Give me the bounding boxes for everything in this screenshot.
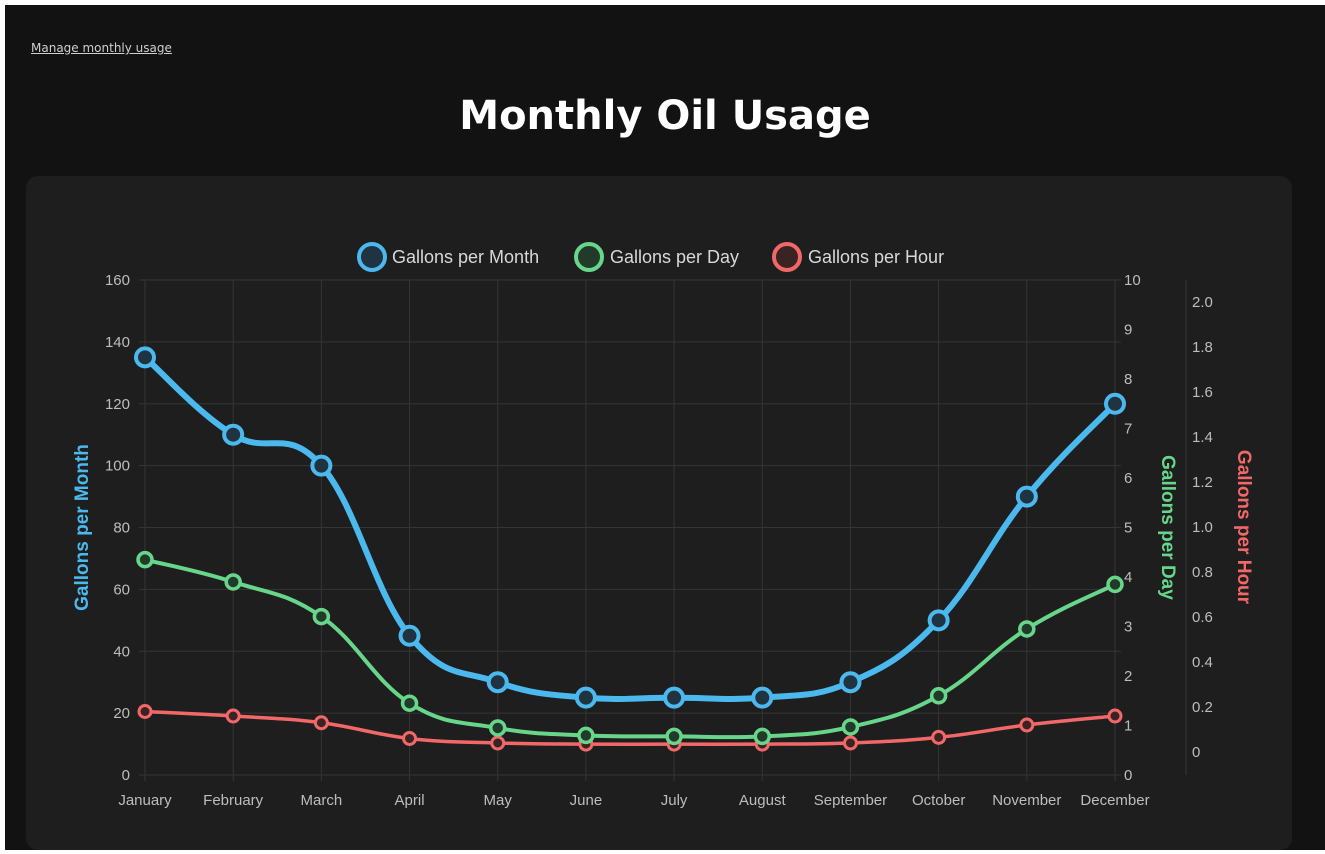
series-line xyxy=(143,709,1117,746)
x-tick-label: August xyxy=(739,792,787,809)
right2-tick-label: 1.6 xyxy=(1192,384,1213,401)
right1-tick-label: 7 xyxy=(1124,421,1132,438)
x-tick-label: July xyxy=(661,792,688,809)
right2-tick-label: 1.2 xyxy=(1192,474,1213,491)
legend-marker xyxy=(574,242,604,272)
right2-tick-label: 0.4 xyxy=(1192,654,1213,671)
data-point xyxy=(1106,575,1124,594)
chart-series xyxy=(134,346,1126,752)
data-point xyxy=(137,704,153,719)
left-tick-label: 60 xyxy=(113,581,130,598)
page-title: Monthly Oil Usage xyxy=(459,93,871,139)
x-tick-label: December xyxy=(1080,792,1149,809)
data-point xyxy=(136,550,154,569)
left-tick-label: 140 xyxy=(105,334,130,351)
data-point xyxy=(929,687,948,705)
left-tick-label: 0 xyxy=(122,767,130,784)
data-point xyxy=(402,731,418,746)
right1-tick-label: 2 xyxy=(1124,668,1132,685)
x-tick-label: March xyxy=(301,792,343,809)
data-point xyxy=(490,735,506,751)
data-point xyxy=(841,718,860,736)
data-point xyxy=(574,686,597,709)
chart-card: 0 20 40 60 80 100 120 140 160 0 1 2 3 4 5 6 7 8 9 10 0 0.2 0.4… xyxy=(26,176,1292,850)
x-tick-label: November xyxy=(992,792,1061,809)
left-tick-label: 20 xyxy=(113,705,130,722)
right1-tick-label: 9 xyxy=(1124,322,1132,339)
legend-label: Gallons per Month xyxy=(392,247,539,267)
right1-tick-label: 6 xyxy=(1124,470,1132,487)
right2-axis-title: Gallons per Hour xyxy=(1233,450,1254,605)
data-point xyxy=(310,454,333,477)
data-point xyxy=(751,686,774,709)
x-tick-label: October xyxy=(912,792,965,809)
x-tick-label: June xyxy=(570,792,603,809)
data-point xyxy=(222,423,245,446)
left-tick-label: 80 xyxy=(113,520,130,537)
data-point xyxy=(839,671,862,694)
series-line xyxy=(142,354,1118,703)
legend-marker xyxy=(772,242,802,272)
data-point xyxy=(1018,620,1036,638)
data-point xyxy=(224,573,242,591)
right1-tick-label: 5 xyxy=(1124,520,1132,537)
legend-label: Gallons per Hour xyxy=(808,247,944,267)
data-point xyxy=(398,624,421,647)
right2-tick-label: 0 xyxy=(1192,744,1200,761)
left-tick-label: 160 xyxy=(105,272,130,289)
data-point xyxy=(927,609,950,632)
right2-tick-label: 0.6 xyxy=(1192,609,1213,626)
x-tick-label: May xyxy=(484,792,513,809)
right2-tick-label: 0.2 xyxy=(1192,699,1213,716)
right2-tick-label: 0.8 xyxy=(1192,564,1213,581)
chart-axes: 02040608010012014016001234567891000.20.4… xyxy=(72,272,1254,809)
data-point xyxy=(931,729,947,745)
left-tick-label: 120 xyxy=(105,396,130,413)
x-tick-label: September xyxy=(814,792,887,809)
right2-tick-label: 1.0 xyxy=(1192,519,1213,536)
chart-grid xyxy=(139,279,1187,781)
data-point xyxy=(663,686,686,709)
right2-tick-label: 1.8 xyxy=(1192,339,1213,356)
x-tick-label: January xyxy=(118,792,172,809)
data-point xyxy=(1104,392,1126,415)
left-tick-label: 40 xyxy=(113,643,130,660)
right1-tick-label: 10 xyxy=(1124,272,1141,289)
chart-legend: Gallons per Month Gallons per Day Gallons … xyxy=(357,242,944,272)
data-point xyxy=(577,726,595,745)
left-axis-title: Gallons per Month xyxy=(72,444,93,611)
right2-tick-label: 1.4 xyxy=(1192,429,1213,446)
data-point xyxy=(134,346,156,369)
data-point xyxy=(488,719,507,737)
data-point xyxy=(753,727,772,746)
data-point xyxy=(665,727,683,746)
data-point xyxy=(400,694,419,712)
data-point xyxy=(312,607,331,626)
right1-tick-label: 3 xyxy=(1124,619,1132,636)
right1-tick-label: 4 xyxy=(1124,569,1132,586)
right1-tick-label: 1 xyxy=(1124,718,1132,735)
data-point xyxy=(313,715,329,731)
x-tick-label: February xyxy=(203,792,264,809)
right1-tick-label: 8 xyxy=(1124,371,1132,388)
data-point xyxy=(842,735,858,751)
data-point xyxy=(1107,708,1123,724)
data-point xyxy=(1015,485,1038,508)
right1-tick-label: 0 xyxy=(1124,767,1132,784)
data-point xyxy=(225,708,241,724)
left-tick-label: 100 xyxy=(105,458,130,475)
right2-tick-label: 2.0 xyxy=(1192,294,1213,311)
x-tick-label: April xyxy=(395,792,425,809)
legend-label: Gallons per Day xyxy=(610,247,739,267)
data-point xyxy=(1019,717,1035,733)
right1-axis-title: Gallons per Day xyxy=(1157,455,1178,600)
legend-marker xyxy=(357,242,387,272)
manage-monthly-usage-link[interactable]: Manage monthly usage xyxy=(31,41,172,55)
data-point xyxy=(486,671,509,694)
usage-chart: 02040608010012014016001234567891000.20.4… xyxy=(72,242,1254,809)
